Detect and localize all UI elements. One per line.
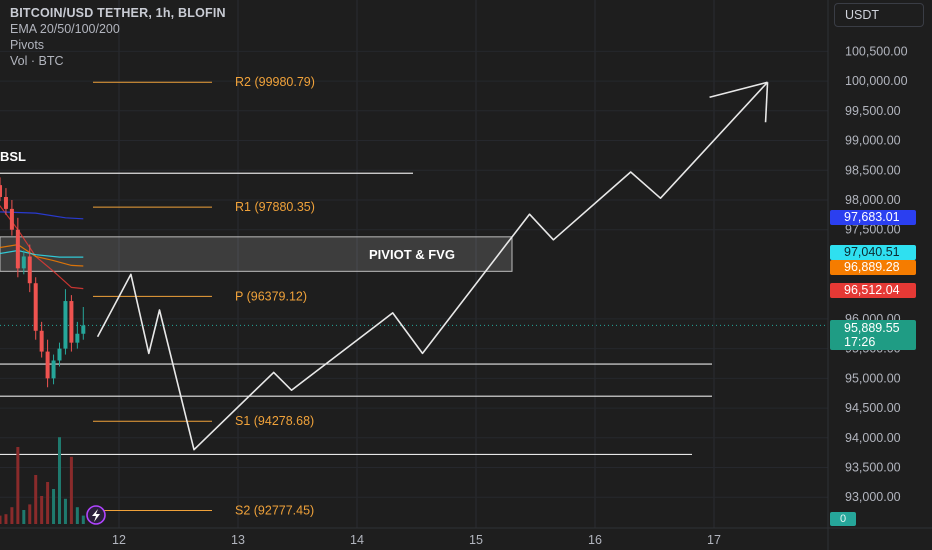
volume-bar [69,456,73,524]
pivot-label: S1 (94278.68) [235,414,314,428]
x-tick-label: 17 [707,533,721,547]
y-tick-label: 100,000.00 [845,74,908,88]
y-tick-label: 94,500.00 [845,401,901,415]
volume-bar [28,504,32,524]
projection-arrow-head [709,81,768,99]
ema-indicator-label[interactable]: EMA 20/50/100/200 [10,22,120,36]
chart-legend: BITCOIN/USD TETHER, 1h, BLOFIN EMA 20/50… [10,5,226,69]
candle-body [63,301,68,349]
volume-bar [16,447,20,524]
x-tick-label: 16 [588,533,602,547]
candle-body [3,197,8,209]
volume-bar [63,498,67,524]
projection-arrow-head [764,82,769,123]
y-tick-label: 97,500.00 [845,223,901,237]
x-tick-label: 15 [469,533,483,547]
candle-body [69,301,74,343]
x-tick-label: 14 [350,533,364,547]
ema-line [0,243,84,267]
fvg-zone [0,236,513,272]
pivot-label: S2 (92777.45) [235,503,314,517]
bsl-label: BSL [0,149,26,164]
candle-body [21,256,26,269]
y-tick-label: 100,500.00 [845,44,908,58]
y-tick-label: 95,000.00 [845,371,901,385]
flash-icon [86,505,106,525]
volume-indicator-label[interactable]: Vol · BTC [10,54,64,68]
volume-bar [75,507,79,524]
ema-line [0,249,84,258]
volume-bar [34,475,38,524]
volume-bar [10,507,14,524]
x-tick-label: 12 [112,533,126,547]
candle-body [75,333,80,343]
candle-body [9,208,14,230]
projection-path [96,81,769,451]
volume-bar [46,482,50,524]
price-badge-countdown: 17:26 [844,335,876,349]
price-badge: 97,040.51 [830,245,916,260]
y-tick-label: 94,000.00 [845,431,901,445]
price-badge: 97,683.01 [830,210,916,225]
price-badge-value: 96,889.28 [844,260,900,274]
y-tick-label: 98,500.00 [845,163,901,177]
y-tick-label: 93,500.00 [845,461,901,475]
y-tick-label: 99,000.00 [845,134,901,148]
price-badge-value: 95,889.55 [844,321,900,335]
price-badge-value: 97,683.01 [844,210,900,224]
volume-bar [22,510,26,524]
pivot-label: P (96379.12) [235,289,307,303]
pivot-label: R2 (99980.79) [235,75,315,89]
candle-body [81,325,86,334]
price-badge-value: 97,040.51 [844,245,900,259]
candle-body [33,283,38,331]
x-tick-label: 13 [231,533,245,547]
volume-bar [0,515,2,524]
y-tick-label: 99,500.00 [845,104,901,118]
pivots-indicator-label[interactable]: Pivots [10,38,45,52]
candle-body [0,185,2,198]
price-badge: 96,512.04 [830,283,916,298]
ema-line [0,211,84,220]
volume-badge: 0 [830,512,856,526]
price-badge: 96,889.28 [830,260,916,275]
y-tick-label: 98,000.00 [845,193,901,207]
volume-bar [4,514,8,524]
volume-bar [40,496,44,524]
currency-button[interactable]: USDT [834,3,924,27]
flash-icon-bolt [92,509,100,522]
price-badge: 95,889.55 17:26 [830,320,916,350]
volume-bar [81,515,85,524]
pivot-label: R1 (97880.35) [235,200,315,214]
symbol-title[interactable]: BITCOIN/USD TETHER, 1h, BLOFIN [10,6,226,20]
candle-body [39,330,44,352]
y-tick-label: 93,000.00 [845,490,901,504]
candle-body [51,360,56,379]
price-badge-value: 96,512.04 [844,283,900,297]
candle-body [15,229,20,269]
candle-body [57,348,62,361]
candle-body [45,351,50,379]
volume-bar [58,437,61,524]
fvg-zone-label: PIVIOT & FVG [369,247,455,262]
volume-bar [52,489,56,524]
candle-body [27,256,32,284]
